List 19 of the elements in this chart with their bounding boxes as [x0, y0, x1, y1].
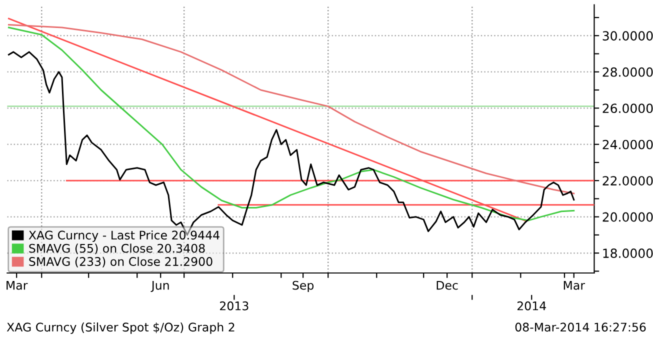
legend-label: SMAVG (233) on Close 21.2900	[29, 256, 212, 268]
text: XAG Curncy (Silver Spot $/Oz) Graph 2	[6, 322, 234, 334]
y-tick-label: 22.0000	[602, 176, 653, 186]
y-tick-label: 20.0000	[602, 212, 653, 222]
y-tick-label: 26.0000	[602, 104, 653, 114]
x-tick-label: Mar	[564, 280, 586, 290]
x2-tick-label: 2014	[517, 301, 546, 310]
x2-tick-label: 2013	[220, 301, 248, 310]
x-tick-label: Sep	[292, 280, 314, 292]
text: 08-Mar-2014 16:27:56	[515, 322, 646, 332]
legend-label: XAG Curncy - Last Price 20.9444	[28, 230, 220, 242]
x-tick-label: Jun	[150, 280, 169, 292]
y-tick-label: 28.0000	[602, 67, 653, 77]
y-tick-label: 24.0000	[602, 140, 653, 150]
y-tick-label: 30.0000	[602, 31, 653, 41]
x-tick-label: Mar	[6, 280, 28, 290]
y-tick-label: 18.0000	[603, 248, 653, 258]
x-tick-label: Dec	[436, 280, 458, 290]
legend-label: SMAVG (55) on Close 20.3408	[29, 244, 205, 254]
